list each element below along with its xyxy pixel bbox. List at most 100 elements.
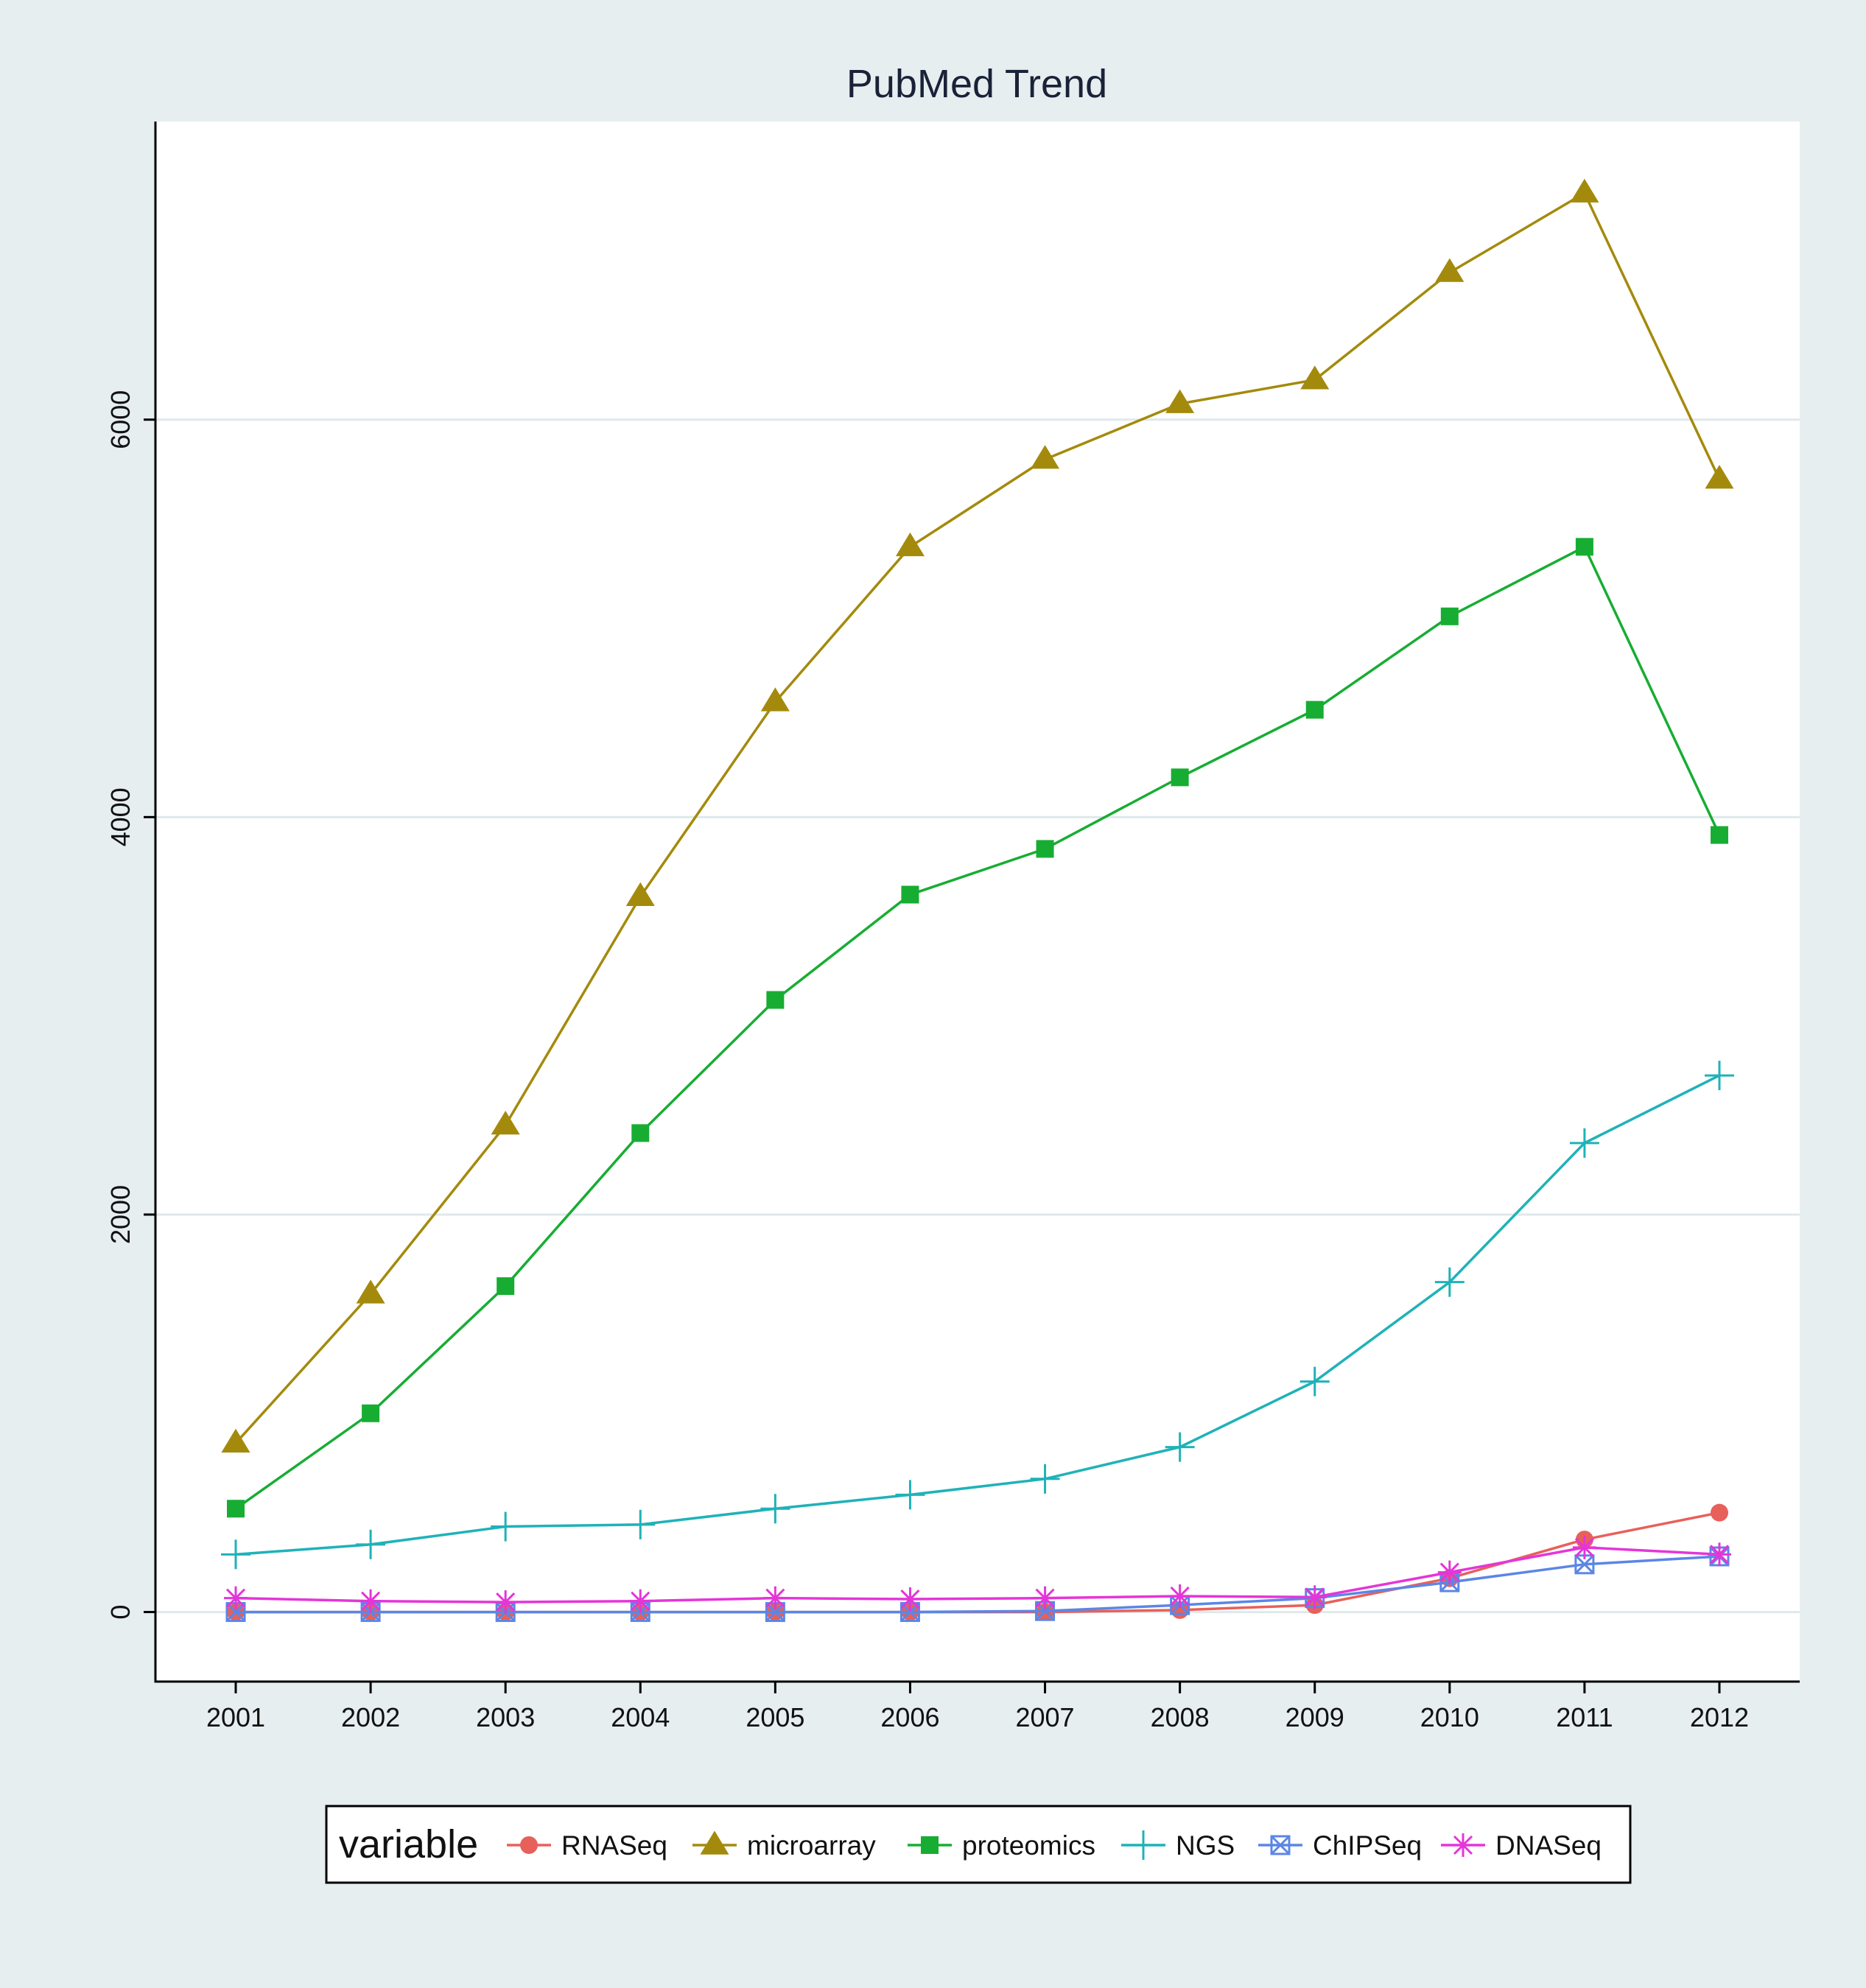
- marker-star-d2: [1574, 1537, 1594, 1557]
- marker-square: [1171, 768, 1189, 787]
- marker-triangle: [356, 1279, 385, 1304]
- legend-key-marker: [921, 1836, 939, 1854]
- marker-star-d2: [1709, 1545, 1730, 1564]
- marker-triangle: [760, 687, 790, 712]
- marker-triangle: [1165, 389, 1195, 413]
- legend-item-proteomics: proteomics: [908, 1830, 1095, 1861]
- y-tick-label: 6000: [105, 390, 136, 449]
- marker-triangle: [1435, 258, 1465, 282]
- legend-key-marker: [1451, 1833, 1475, 1857]
- marker-triangle: [1030, 445, 1060, 469]
- marker-square: [631, 1124, 650, 1142]
- marker-square: [1440, 607, 1459, 625]
- data-point-chipseq: [765, 1602, 785, 1623]
- legend-item-chipseq: ChIPSeq: [1258, 1830, 1422, 1861]
- series-proteomics: [227, 538, 1728, 1518]
- x-tick-label: 2004: [611, 1702, 670, 1732]
- marker-diag-2: [225, 1602, 246, 1622]
- data-point-microarray: [1300, 365, 1330, 390]
- axes: 0 2000 4000 6000 2001 2002 2003 2004 2005 2006 200…: [105, 122, 1800, 1732]
- data-point-dnaseq: [1572, 1535, 1596, 1559]
- marker-star-d2: [631, 1591, 650, 1611]
- data-point-ngs: [1434, 1267, 1465, 1297]
- x-tick-label: 2002: [341, 1702, 400, 1732]
- data-point-microarray: [760, 687, 790, 712]
- data-point-microarray: [1030, 445, 1060, 469]
- x-tick-label: 2010: [1420, 1702, 1479, 1732]
- data-point-ngs: [625, 1509, 656, 1539]
- data-point-proteomics: [1036, 840, 1054, 858]
- marker-star-d2: [1305, 1587, 1325, 1607]
- data-point-microarray: [1570, 178, 1599, 203]
- marker-circle: [1711, 1503, 1728, 1522]
- legend-title: variable: [339, 1822, 478, 1866]
- data-point-microarray: [491, 1110, 520, 1135]
- marker-triangle: [1705, 465, 1734, 489]
- legend-label: RNASeq: [561, 1830, 667, 1861]
- legend-item-microarray: microarray: [692, 1830, 876, 1861]
- series-line-chipseq: [236, 1555, 1720, 1614]
- marker-star-d2: [1170, 1586, 1190, 1606]
- x-tick-label: 2011: [1556, 1702, 1613, 1732]
- x-tick-label: 2012: [1690, 1702, 1749, 1732]
- series-ngs: [221, 1061, 1734, 1570]
- data-point-dnaseq: [628, 1589, 653, 1613]
- marker-triangle: [491, 1110, 520, 1135]
- plot-area: [155, 122, 1800, 1682]
- series-line-microarray: [234, 192, 1721, 1444]
- marker-diag-2: [1574, 1554, 1594, 1574]
- legend: variable RNASeq microarray proteomics NGS ChI…: [325, 1805, 1632, 1884]
- data-point-dnaseq: [359, 1589, 383, 1613]
- marker-star-d2: [1453, 1835, 1473, 1855]
- legend-label: ChIPSeq: [1313, 1830, 1422, 1861]
- data-point-ngs: [760, 1494, 790, 1524]
- marker-star-d2: [900, 1589, 920, 1609]
- data-point-proteomics: [1711, 826, 1728, 844]
- data-point-ngs: [1569, 1128, 1599, 1158]
- data-point-ngs: [491, 1511, 521, 1542]
- data-point-microarray: [221, 1428, 250, 1453]
- marker-star-d2: [225, 1588, 246, 1608]
- data-point-ngs: [1299, 1366, 1330, 1397]
- marker-square: [1036, 840, 1054, 858]
- data-point-ngs: [356, 1529, 386, 1559]
- data-point-proteomics: [1305, 700, 1324, 719]
- chart-title: PubMed Trend: [846, 62, 1107, 106]
- x-tick-label: 2005: [746, 1702, 804, 1732]
- data-point-dnaseq: [1708, 1542, 1731, 1567]
- marker-square: [901, 885, 919, 904]
- data-point-microarray: [1435, 258, 1465, 282]
- data-point-ngs: [221, 1539, 250, 1570]
- marker-triangle: [1570, 178, 1599, 203]
- marker-star-d2: [361, 1591, 381, 1611]
- marker-star-d2: [765, 1588, 785, 1608]
- marker-square: [497, 1277, 515, 1296]
- marker-triangle: [700, 1830, 729, 1855]
- x-tick-label: 2006: [880, 1702, 939, 1732]
- legend-item-dnaseq: DNASeq: [1441, 1830, 1602, 1861]
- data-point-proteomics: [1440, 607, 1459, 625]
- marker-square: [1711, 826, 1728, 844]
- data-point-ngs: [1705, 1061, 1734, 1091]
- y-tick-label: 0: [105, 1605, 136, 1620]
- data-point-proteomics: [901, 885, 919, 904]
- legend-label: microarray: [747, 1830, 876, 1861]
- data-point-proteomics: [497, 1277, 515, 1296]
- data-point-microarray: [356, 1279, 385, 1304]
- marker-square: [362, 1404, 380, 1422]
- legend-label: proteomics: [962, 1830, 1095, 1861]
- x-tick-label: 2008: [1151, 1702, 1210, 1732]
- marker-triangle: [895, 532, 925, 557]
- marker-circle: [520, 1836, 538, 1854]
- data-point-dnaseq: [1302, 1585, 1327, 1609]
- marker-star-d2: [496, 1592, 516, 1612]
- data-point-proteomics: [631, 1124, 650, 1142]
- series-line-ngs: [235, 1074, 1720, 1556]
- data-point-ngs: [1030, 1464, 1060, 1494]
- series-dnaseq: [224, 1535, 1731, 1615]
- marker-star-d2: [1035, 1588, 1055, 1608]
- data-point-dnaseq: [1437, 1560, 1462, 1584]
- series-group: [221, 178, 1734, 1623]
